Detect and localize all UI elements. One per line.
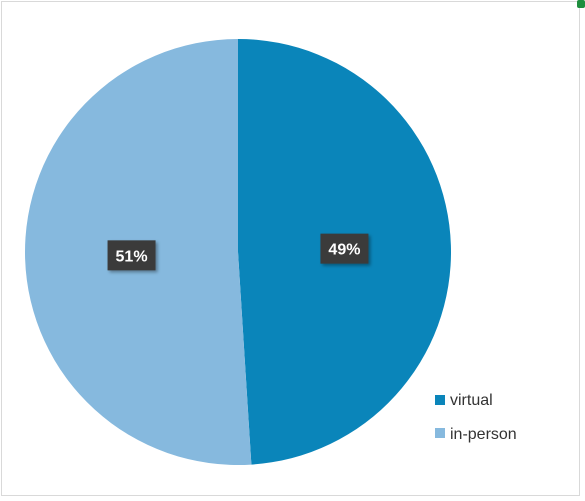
legend-swatch-in-person <box>435 428 445 438</box>
data-labels: 49% 51% <box>107 233 369 271</box>
legend-entry-virtual: virtual <box>450 392 493 409</box>
legend-entry-in-person: in-person <box>450 426 517 443</box>
data-label-virtual: 49% <box>320 233 369 264</box>
data-label-box <box>320 233 369 264</box>
pie-slices <box>25 39 452 465</box>
resize-handle[interactable] <box>577 0 585 8</box>
data-label-text: 51% <box>116 248 148 265</box>
legend: virtual in-person <box>423 383 529 453</box>
data-label-in-person: 51% <box>107 240 156 271</box>
data-label-text: 49% <box>328 242 360 259</box>
data-label-box <box>107 240 156 271</box>
legend-swatch-virtual <box>435 395 445 405</box>
